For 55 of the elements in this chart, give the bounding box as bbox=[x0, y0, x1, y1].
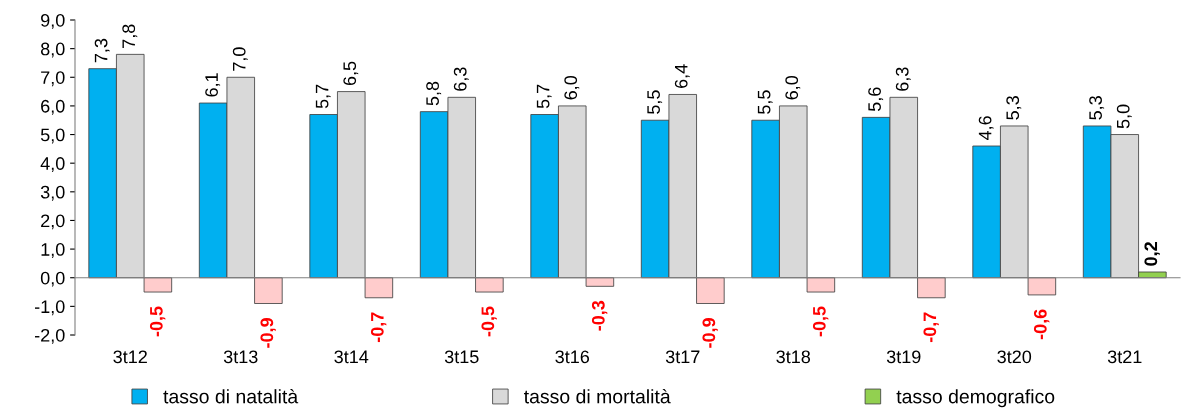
data-label: -0,9 bbox=[702, 318, 718, 348]
x-tick-label: 3t12 bbox=[113, 350, 147, 364]
x-tick-label: 3t16 bbox=[555, 350, 590, 364]
data-label: 5,5 bbox=[757, 90, 773, 114]
data-label: -0,5 bbox=[481, 306, 497, 337]
y-tick-label: 4,0 bbox=[40, 157, 65, 173]
y-tick-label: 1,0 bbox=[41, 243, 65, 258]
data-label: 5,7 bbox=[536, 84, 552, 109]
data-label: 6,0 bbox=[785, 75, 801, 100]
data-label: 0,2 bbox=[1144, 242, 1160, 266]
y-tick-label: 6,0 bbox=[41, 99, 65, 115]
data-label: -0,7 bbox=[370, 312, 387, 343]
legend-label: tasso demografico bbox=[896, 389, 1055, 408]
data-label: -0,3 bbox=[591, 300, 608, 331]
data-label: -0,6 bbox=[1033, 309, 1050, 340]
data-label: 6,3 bbox=[895, 67, 911, 91]
data-label: 6,4 bbox=[674, 64, 690, 88]
data-label: 5,7 bbox=[315, 84, 331, 109]
data-label: -0,9 bbox=[260, 318, 276, 348]
x-tick-label: 3t13 bbox=[223, 350, 258, 364]
data-label: 5,5 bbox=[647, 90, 663, 114]
data-label: -0,5 bbox=[149, 306, 166, 337]
x-tick-label: 3t20 bbox=[997, 350, 1032, 364]
data-label: 6,5 bbox=[343, 61, 359, 86]
y-tick-label: -2,0 bbox=[34, 328, 65, 344]
x-tick-label: 3t19 bbox=[886, 350, 921, 364]
y-tick-label: 8,0 bbox=[40, 42, 65, 58]
data-label: -0,5 bbox=[812, 306, 829, 337]
data-label: 5,8 bbox=[426, 81, 442, 106]
data-label: 7,3 bbox=[94, 38, 110, 63]
data-label: 5,3 bbox=[1089, 96, 1105, 120]
x-tick-label: 3t18 bbox=[776, 350, 811, 364]
legend-label: tasso di mortalità bbox=[523, 388, 671, 404]
data-label: 5,6 bbox=[868, 87, 884, 112]
y-tick-label: -1,0 bbox=[34, 300, 65, 316]
data-label: 7,8 bbox=[122, 24, 138, 48]
data-label: 6,0 bbox=[564, 75, 580, 100]
y-tick-label: 2,0 bbox=[41, 214, 65, 230]
data-label: -0,7 bbox=[923, 312, 939, 343]
x-tick-label: 3t17 bbox=[665, 350, 700, 364]
data-label: 4,6 bbox=[978, 116, 994, 141]
x-tick-label: 3t21 bbox=[1107, 350, 1142, 364]
legend-label: tasso di natalità bbox=[163, 388, 299, 404]
y-tick-label: 0,0 bbox=[40, 271, 65, 287]
x-tick-label: 3t14 bbox=[334, 350, 369, 364]
data-label: 7,0 bbox=[232, 47, 248, 71]
y-tick-label: 5,0 bbox=[40, 128, 65, 144]
y-tick-label: 3,0 bbox=[40, 185, 65, 201]
data-label: 6,3 bbox=[453, 67, 469, 91]
y-tick-label: 9,0 bbox=[41, 13, 65, 29]
data-label: 6,1 bbox=[205, 73, 221, 97]
data-label: 5,3 bbox=[1006, 96, 1022, 120]
data-label: 5,0 bbox=[1116, 104, 1132, 129]
x-tick-label: 3t15 bbox=[444, 350, 479, 364]
y-tick-label: 7,0 bbox=[41, 71, 65, 87]
